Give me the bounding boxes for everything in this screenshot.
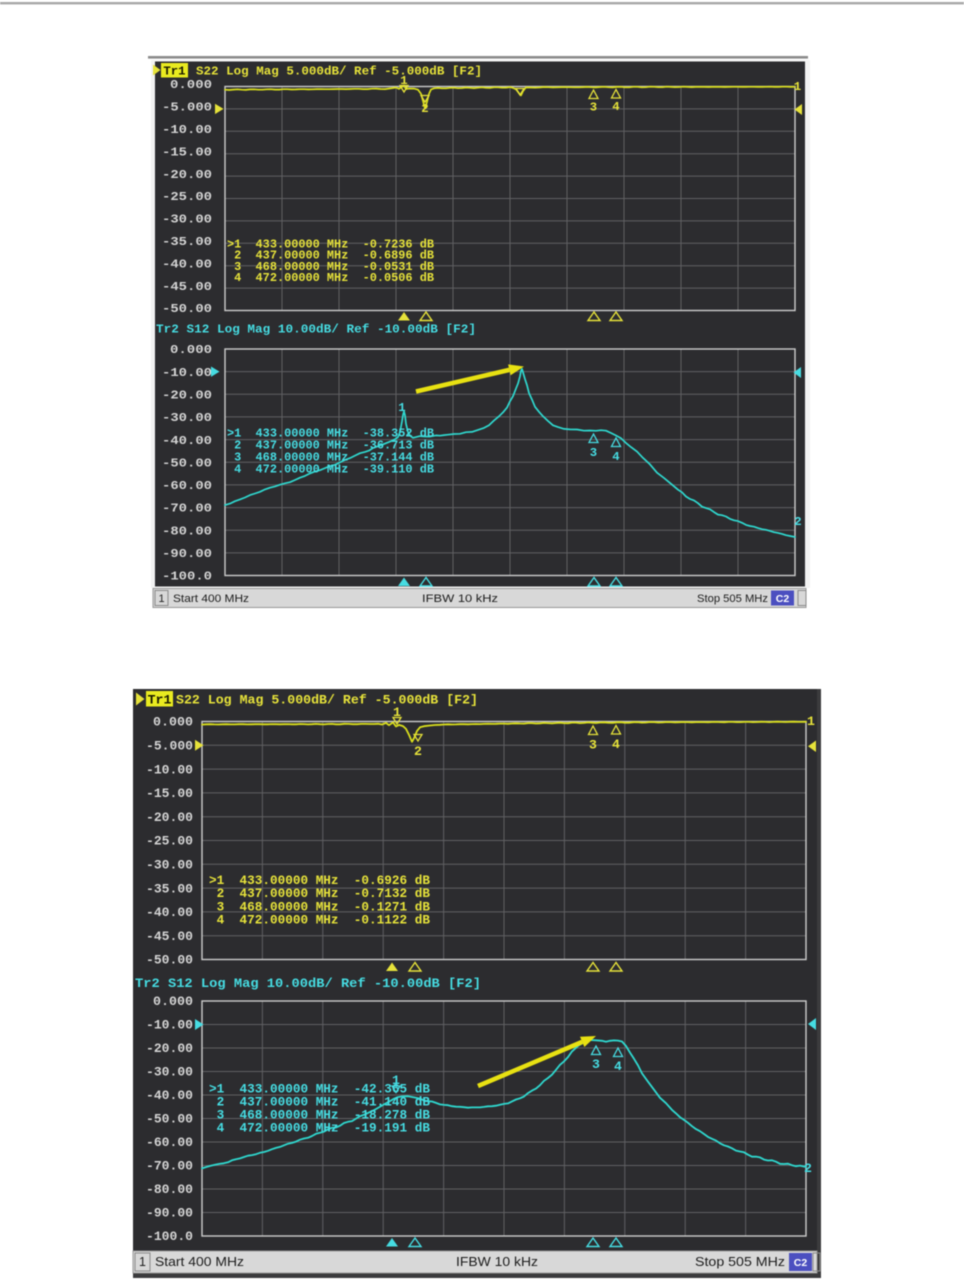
svg-text:-90.00: -90.00 xyxy=(162,547,212,561)
svg-text:4 472.00000 MHz -0.1122 dB: 4 472.00000 MHz -0.1122 dB xyxy=(209,913,430,928)
svg-text:IFBW 10 kHz: IFBW 10 kHz xyxy=(456,1255,538,1269)
svg-text:-50.00: -50.00 xyxy=(162,302,212,316)
svg-text:-20.00: -20.00 xyxy=(146,1041,193,1056)
svg-text:S22 Log Mag 5.000dB/ Ref -5.00: S22 Log Mag 5.000dB/ Ref -5.000dB [F2] xyxy=(176,693,478,708)
svg-text:-10.00: -10.00 xyxy=(146,1018,193,1033)
svg-text:-100.0: -100.0 xyxy=(162,570,212,584)
svg-text:3 468.00000 MHz -0.1271 dB: 3 468.00000 MHz -0.1271 dB xyxy=(209,899,430,914)
svg-text:-20.00: -20.00 xyxy=(146,810,193,825)
svg-text:-10.00: -10.00 xyxy=(162,366,212,380)
svg-text:Stop 505 MHz: Stop 505 MHz xyxy=(695,1255,785,1269)
svg-text:-60.00: -60.00 xyxy=(162,479,212,493)
svg-text:Stop 505 MHz: Stop 505 MHz xyxy=(697,593,768,605)
svg-text:2: 2 xyxy=(414,744,422,759)
svg-text:-10.00: -10.00 xyxy=(146,762,193,777)
svg-text:0.000: 0.000 xyxy=(170,343,212,357)
svg-text:1: 1 xyxy=(139,1255,146,1269)
svg-text:-40.00: -40.00 xyxy=(146,1088,193,1103)
svg-text:4: 4 xyxy=(614,1059,622,1074)
svg-text:2: 2 xyxy=(794,515,801,529)
svg-text:1: 1 xyxy=(392,1073,400,1088)
svg-text:C2: C2 xyxy=(776,593,790,605)
svg-text:3 468.00000 MHz -0.0531 dB: 3 468.00000 MHz -0.0531 dB xyxy=(227,260,435,274)
svg-text:4 472.00000 MHz -19.191 dB: 4 472.00000 MHz -19.191 dB xyxy=(209,1121,430,1136)
svg-text:-30.00: -30.00 xyxy=(146,858,193,873)
svg-text:4: 4 xyxy=(612,100,620,114)
svg-text:1: 1 xyxy=(400,74,407,88)
svg-text:IFBW 10 kHz: IFBW 10 kHz xyxy=(422,593,498,605)
svg-text:2: 2 xyxy=(421,102,428,116)
svg-text:C2: C2 xyxy=(794,1257,808,1269)
svg-text:-45.00: -45.00 xyxy=(162,280,212,294)
svg-text:-80.00: -80.00 xyxy=(162,524,212,538)
svg-text:1: 1 xyxy=(807,714,815,729)
svg-text:0.000: 0.000 xyxy=(170,78,212,92)
svg-text:2 437.00000 MHz -0.7132 dB: 2 437.00000 MHz -0.7132 dB xyxy=(209,886,430,901)
svg-text:-70.00: -70.00 xyxy=(162,502,212,516)
svg-text:1: 1 xyxy=(398,401,405,415)
svg-text:-40.00: -40.00 xyxy=(162,434,212,448)
svg-text:Tr1: Tr1 xyxy=(163,65,185,79)
svg-text:-40.00: -40.00 xyxy=(146,905,193,920)
svg-text:2 437.00000 MHz -36.713 dB: 2 437.00000 MHz -36.713 dB xyxy=(227,439,435,453)
svg-text:-50.00: -50.00 xyxy=(146,1112,193,1127)
svg-text:Tr1: Tr1 xyxy=(148,693,172,708)
svg-text:-30.00: -30.00 xyxy=(146,1065,193,1080)
svg-text:-90.00: -90.00 xyxy=(146,1206,193,1221)
svg-text:-15.00: -15.00 xyxy=(162,145,212,159)
svg-text:>1 433.00000 MHz -0.7236 dB: >1 433.00000 MHz -0.7236 dB xyxy=(227,238,435,252)
svg-text:3 468.00000 MHz -37.144 dB: 3 468.00000 MHz -37.144 dB xyxy=(227,451,435,465)
svg-text:2: 2 xyxy=(804,1161,812,1176)
svg-text:Start 400 MHz: Start 400 MHz xyxy=(155,1255,244,1269)
svg-text:-25.00: -25.00 xyxy=(146,834,193,849)
svg-text:-70.00: -70.00 xyxy=(146,1159,193,1174)
svg-text:-5.000: -5.000 xyxy=(162,101,212,115)
svg-text:S22 Log Mag 5.000dB/ Ref -5.00: S22 Log Mag 5.000dB/ Ref -5.000dB [F2] xyxy=(196,65,482,79)
svg-text:-100.0: -100.0 xyxy=(146,1229,193,1244)
svg-text:Tr2 S12 Log Mag 10.00dB/ Ref -: Tr2 S12 Log Mag 10.00dB/ Ref -10.00dB [F… xyxy=(156,323,476,337)
svg-text:3: 3 xyxy=(590,101,597,115)
svg-text:4: 4 xyxy=(612,450,620,464)
svg-text:3: 3 xyxy=(589,738,597,753)
svg-text:Start 400 MHz: Start 400 MHz xyxy=(173,593,249,605)
svg-text:-25.00: -25.00 xyxy=(162,190,212,204)
svg-text:2 437.00000 MHz -0.6896 dB: 2 437.00000 MHz -0.6896 dB xyxy=(227,249,435,263)
svg-text:-5.000: -5.000 xyxy=(146,739,193,754)
svg-text:3: 3 xyxy=(590,446,597,460)
svg-text:-45.00: -45.00 xyxy=(146,929,193,944)
svg-text:-10.00: -10.00 xyxy=(162,123,212,137)
svg-text:4 472.00000 MHz -39.110 dB: 4 472.00000 MHz -39.110 dB xyxy=(227,463,435,477)
svg-text:-20.00: -20.00 xyxy=(162,389,212,403)
svg-text:-35.00: -35.00 xyxy=(146,881,193,896)
svg-text:-50.00: -50.00 xyxy=(162,456,212,470)
svg-text:-60.00: -60.00 xyxy=(146,1135,193,1150)
svg-text:0.000: 0.000 xyxy=(153,715,193,730)
svg-text:2 437.00000 MHz -41.140 dB: 2 437.00000 MHz -41.140 dB xyxy=(209,1095,430,1110)
svg-text:-50.00: -50.00 xyxy=(146,953,193,968)
svg-text:-15.00: -15.00 xyxy=(146,786,193,801)
svg-text:0.000: 0.000 xyxy=(153,994,193,1009)
svg-text:>1 433.00000 MHz -38.352 dB: >1 433.00000 MHz -38.352 dB xyxy=(227,427,435,441)
svg-text:1: 1 xyxy=(158,593,164,605)
svg-text:3 468.00000 MHz -18.278 dB: 3 468.00000 MHz -18.278 dB xyxy=(209,1108,430,1123)
svg-text:-40.00: -40.00 xyxy=(162,257,212,271)
svg-text:3: 3 xyxy=(592,1057,600,1072)
svg-text:1: 1 xyxy=(393,705,401,720)
svg-text:4 472.00000 MHz -0.0506 dB: 4 472.00000 MHz -0.0506 dB xyxy=(227,271,435,285)
svg-text:Tr2 S12 Log Mag 10.00dB/ Ref -: Tr2 S12 Log Mag 10.00dB/ Ref -10.00dB [F… xyxy=(135,976,481,991)
svg-text:-35.00: -35.00 xyxy=(162,235,212,249)
svg-text:-30.00: -30.00 xyxy=(162,411,212,425)
svg-text:1: 1 xyxy=(794,80,801,94)
svg-text:-30.00: -30.00 xyxy=(162,213,212,227)
svg-text:>1 433.00000 MHz -0.6926 dB: >1 433.00000 MHz -0.6926 dB xyxy=(209,873,430,888)
svg-text:-20.00: -20.00 xyxy=(162,168,212,182)
svg-text:4: 4 xyxy=(612,737,620,752)
svg-text:-80.00: -80.00 xyxy=(146,1182,193,1197)
svg-text:>1 433.00000 MHz -42.365 dB: >1 433.00000 MHz -42.365 dB xyxy=(209,1082,430,1097)
